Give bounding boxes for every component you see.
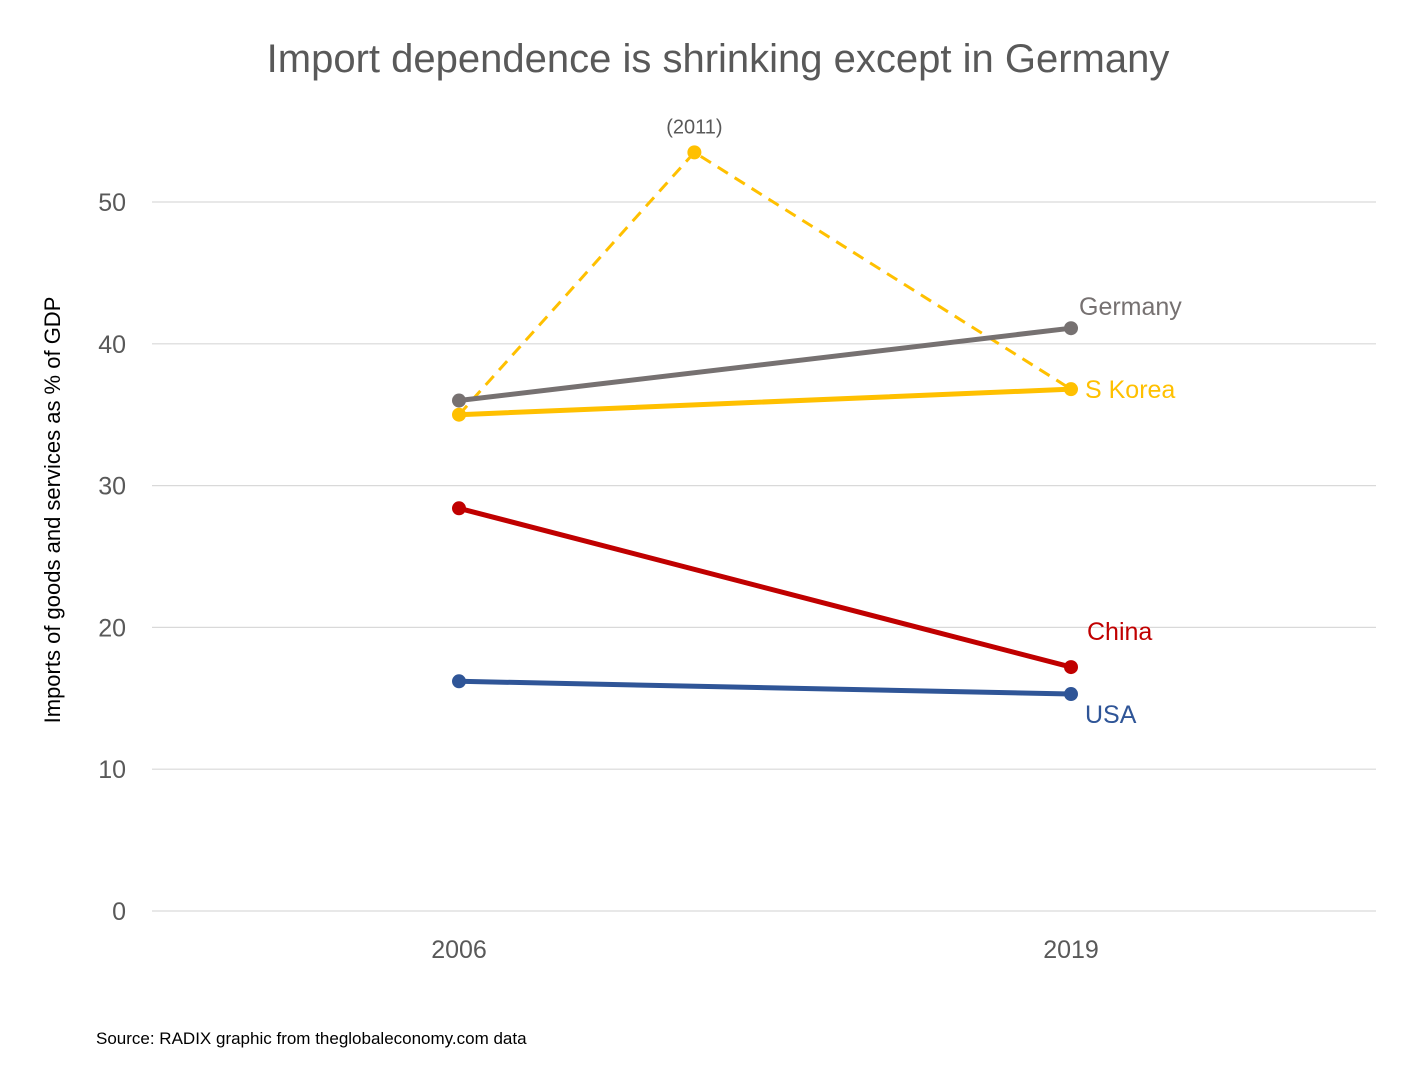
germany-point <box>452 393 466 408</box>
germany-point <box>1064 321 1078 336</box>
china-point <box>452 501 466 516</box>
germany-series-label: Germany <box>1079 293 1182 321</box>
x-tick-label: 2019 <box>1043 936 1099 964</box>
y-tick-label: 10 <box>98 756 126 784</box>
y-tick-label: 0 <box>112 898 126 926</box>
china-series-label: China <box>1087 618 1152 646</box>
germany-line <box>456 325 1074 404</box>
usa-line <box>456 678 1074 697</box>
peak-annotation: (2011) <box>666 116 722 138</box>
s-korea-point <box>452 407 466 422</box>
s-korea-peak-path: (2011) <box>457 116 1072 416</box>
gridlines <box>152 201 1376 912</box>
y-tick-label: 50 <box>98 189 126 217</box>
s-korea-series-label: S Korea <box>1085 376 1175 404</box>
y-tick-label: 40 <box>98 331 126 359</box>
y-axis-ticks: 0 10 20 30 40 50 <box>98 189 126 926</box>
chart-title: Import dependence is shrinking except in… <box>267 37 1170 81</box>
usa-point <box>452 674 466 689</box>
series-labels: Germany S Korea China USA <box>1079 293 1182 729</box>
usa-point <box>1064 687 1078 702</box>
usa-series-label: USA <box>1085 701 1137 729</box>
s-korea-dashed-line <box>457 150 1072 416</box>
y-tick-label: 30 <box>98 473 126 501</box>
s-korea-line <box>456 386 1074 418</box>
x-axis-ticks: 2006 2019 <box>431 936 1099 964</box>
china-point <box>1064 660 1078 675</box>
china-line <box>456 505 1074 670</box>
y-axis-label: Imports of goods and services as % of GD… <box>40 297 65 724</box>
s-korea-peak-point <box>687 145 702 160</box>
series-lines <box>452 321 1078 702</box>
source-note: Source: RADIX graphic from theglobalecon… <box>96 1029 527 1048</box>
x-tick-label: 2006 <box>431 936 487 964</box>
s-korea-point <box>1064 382 1078 397</box>
y-tick-label: 20 <box>98 614 126 642</box>
